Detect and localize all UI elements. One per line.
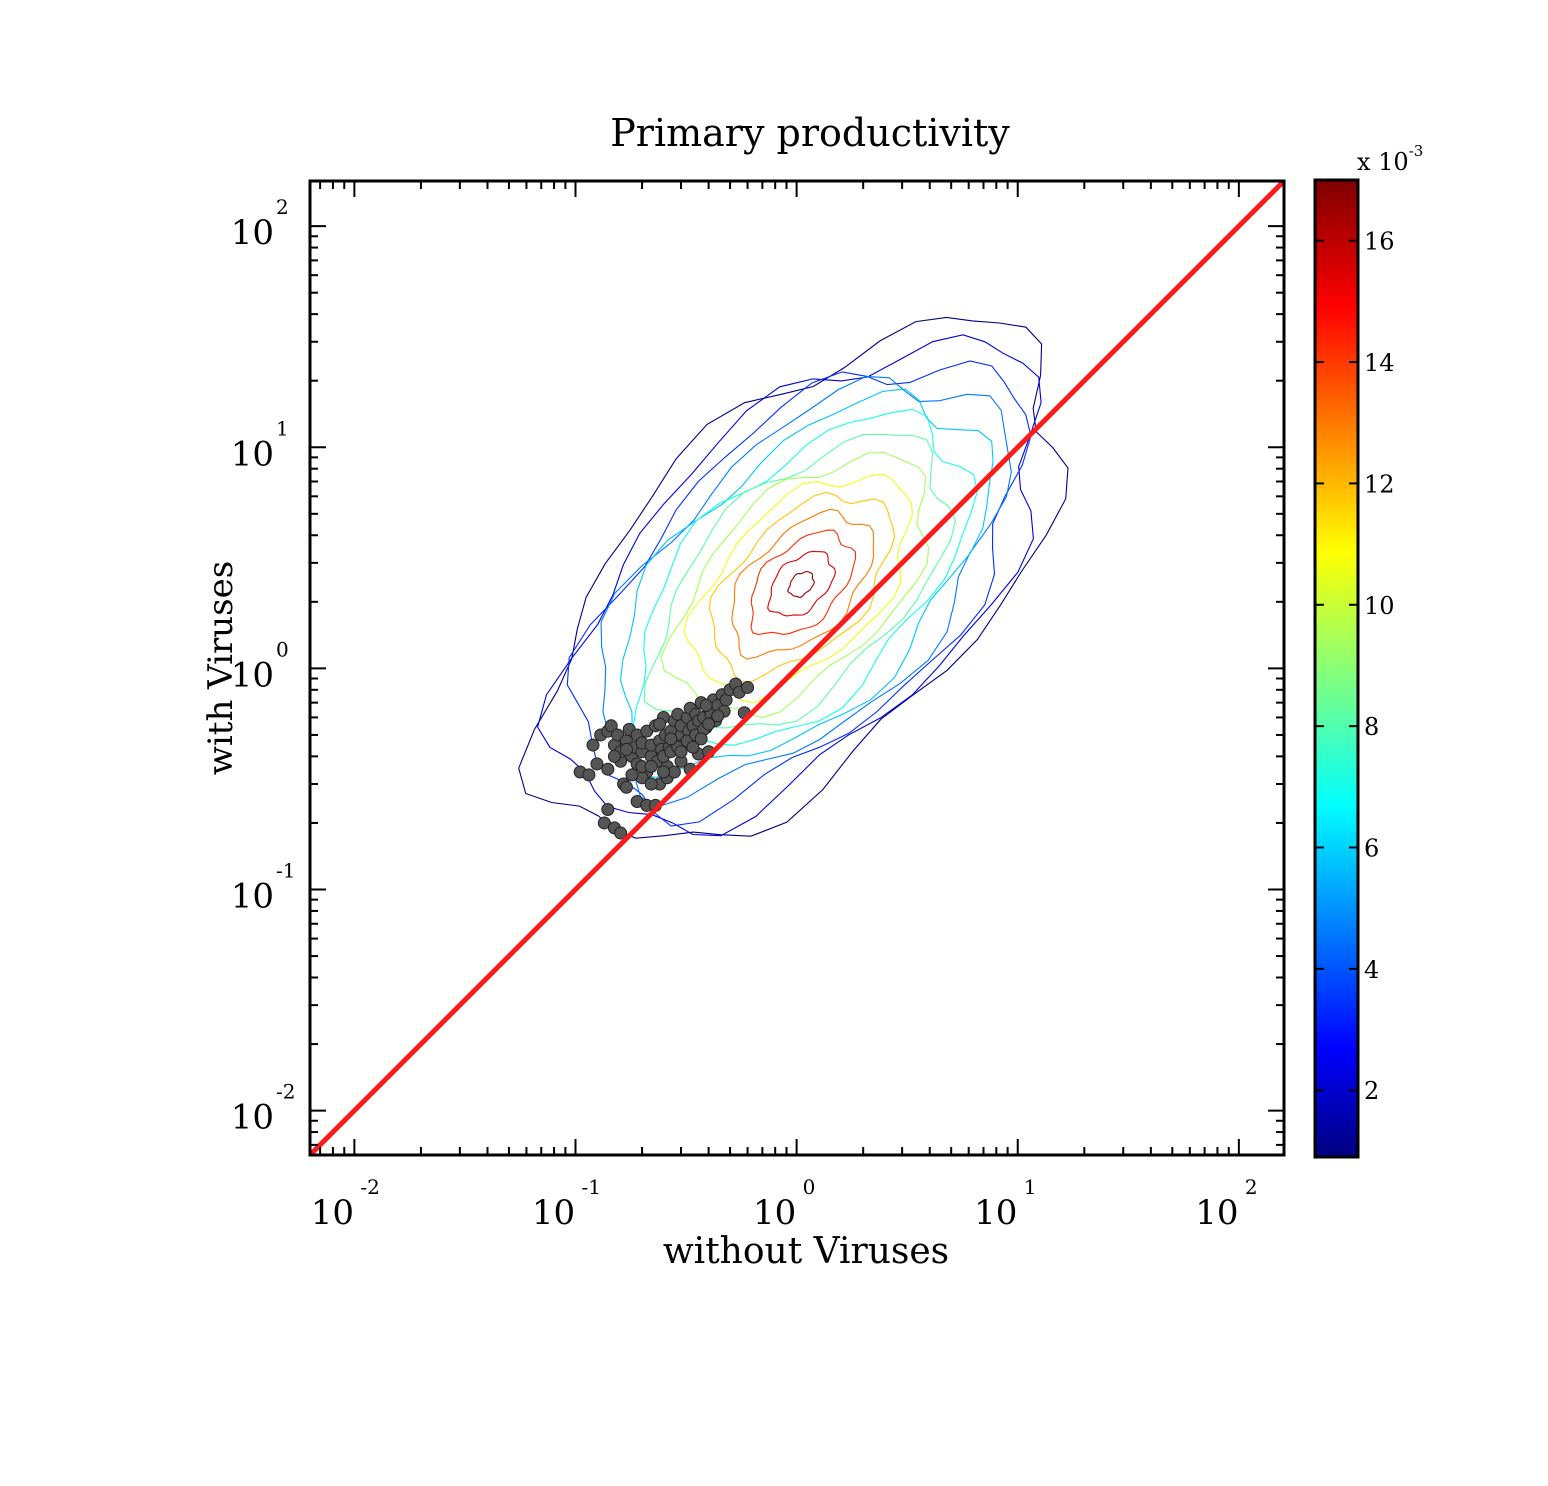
- scatter-point: [664, 732, 678, 746]
- colorbar-tick-label: 10: [1364, 592, 1395, 620]
- x-tick-exponent: 1: [1024, 1175, 1037, 1199]
- contour-level: [683, 473, 913, 704]
- colorbar-multiplier-base: x 10: [1357, 148, 1409, 176]
- scatter-point: [611, 728, 625, 742]
- contour-level: [537, 334, 1042, 837]
- y-tick-label: 10: [231, 434, 274, 474]
- y-tick-label: 10: [231, 877, 274, 917]
- y-tick-exponent: 2: [276, 195, 289, 219]
- colorbar-tick-label: 16: [1364, 228, 1395, 256]
- colorbar-tick-label: 12: [1364, 470, 1395, 498]
- scatter-point: [699, 698, 713, 712]
- scatter-point: [694, 732, 708, 746]
- scatter-point: [656, 765, 670, 779]
- scatter-point: [619, 742, 633, 756]
- contour-level: [767, 550, 837, 617]
- x-tick-label: 10: [311, 1193, 354, 1233]
- contour-level: [708, 491, 896, 683]
- x-tick-exponent: 0: [803, 1175, 816, 1199]
- scatter-point: [653, 717, 667, 731]
- chart-title: Primary productivity: [610, 111, 1010, 155]
- colorbar: [1313, 178, 1360, 1159]
- scatter-point: [686, 740, 700, 754]
- y-tick-exponent: 1: [276, 416, 289, 440]
- y-tick-label: 10: [231, 1098, 274, 1138]
- scatter-point: [741, 680, 755, 694]
- contour-level: [731, 508, 875, 660]
- colorbar-ticks: 2 4 6 8 10 12 14 16: [1315, 228, 1395, 1105]
- x-tick-label: 10: [532, 1193, 575, 1233]
- scatter-point: [586, 738, 600, 752]
- scatter-point: [601, 803, 615, 817]
- y-tick-label: 10: [231, 655, 274, 695]
- scatter-point: [607, 749, 621, 763]
- contour-level: [750, 529, 857, 636]
- x-tick-label: 10: [974, 1193, 1017, 1233]
- y-tick-exponent: -1: [276, 859, 295, 883]
- y-tick-exponent: -2: [276, 1080, 295, 1104]
- x-axis-label: without Viruses: [663, 1231, 949, 1272]
- scatter-point: [601, 762, 615, 776]
- y-tick-label: 10: [231, 213, 274, 253]
- contour-level: [660, 451, 930, 719]
- scatter-point: [644, 759, 658, 773]
- y-axis-label: with Viruses: [201, 561, 241, 775]
- scatter-point: [702, 717, 716, 731]
- scatter-point: [674, 745, 688, 759]
- scatter-point: [711, 709, 725, 723]
- scatter-point: [625, 768, 639, 782]
- scatter-point: [590, 757, 604, 771]
- contour-level: [518, 316, 1069, 839]
- axis-ticks: [310, 181, 1284, 1155]
- scatter-point: [614, 826, 628, 840]
- colorbar-tick-label: 2: [1364, 1077, 1379, 1105]
- colorbar-multiplier: x 10-3: [1357, 142, 1423, 176]
- scatter-point: [667, 765, 681, 779]
- colorbar-tick-label: 6: [1364, 835, 1379, 863]
- scatter-point: [604, 719, 618, 733]
- colorbar-tick-label: 14: [1364, 349, 1395, 377]
- colorbar-multiplier-exp: -3: [1409, 142, 1424, 160]
- y-tick-exponent: 0: [276, 637, 289, 661]
- scatter-point: [619, 780, 633, 794]
- x-tick-exponent: -1: [581, 1175, 600, 1199]
- colorbar-tick-label: 4: [1364, 956, 1379, 984]
- contour-level: [787, 570, 815, 598]
- scatter-point: [582, 768, 596, 782]
- scatter-point: [644, 777, 658, 791]
- x-tick-exponent: 2: [1245, 1175, 1258, 1199]
- contour-level: [566, 360, 1032, 827]
- scatter-points: [573, 677, 755, 840]
- x-tick-exponent: -2: [360, 1175, 379, 1199]
- x-tick-label: 10: [753, 1193, 796, 1233]
- identity-line: [310, 181, 1284, 1155]
- x-tick-label: 10: [1195, 1193, 1238, 1233]
- colorbar-tick-label: 8: [1364, 713, 1379, 741]
